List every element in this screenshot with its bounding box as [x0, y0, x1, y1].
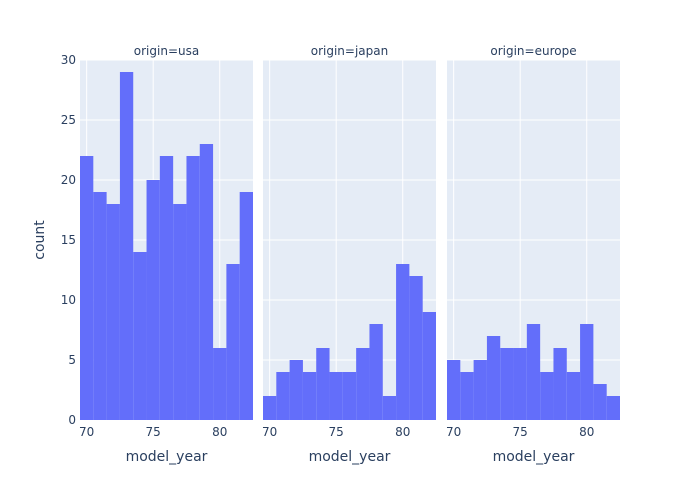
histogram-bar — [186, 156, 200, 420]
y-tick-label: 10 — [61, 293, 76, 307]
histogram-bar — [199, 144, 214, 420]
histogram-bar — [146, 180, 160, 420]
y-tick-label: 25 — [61, 113, 76, 127]
histogram-bar — [133, 252, 147, 420]
histogram-bar — [356, 348, 370, 420]
histogram-bar — [500, 348, 514, 420]
y-tick-label: 15 — [61, 233, 76, 247]
panel-title: origin=usa — [134, 44, 199, 58]
histogram-bar — [593, 384, 607, 420]
histogram-bar — [526, 324, 541, 420]
histogram-bar — [409, 276, 423, 420]
y-axis-title: count — [32, 220, 48, 260]
histogram-bar — [460, 372, 474, 420]
histogram-bar — [606, 396, 620, 420]
x-tick-label: 70 — [262, 425, 277, 439]
panel-title: origin=japan — [311, 44, 388, 58]
histogram-bar — [473, 360, 487, 420]
x-tick-label: 80 — [395, 425, 410, 439]
x-tick-label: 75 — [146, 425, 161, 439]
panel-title: origin=europe — [490, 44, 576, 58]
x-tick-label: 80 — [212, 425, 227, 439]
y-tick-label: 20 — [61, 173, 76, 187]
facet-panel: origin=usa 70 75 80 model_year 0 5 10 15 20 25 30 — [61, 44, 253, 465]
x-axis-title: model_year — [309, 449, 391, 465]
histogram-bar — [540, 372, 554, 420]
histogram-bar — [422, 312, 436, 420]
histogram-bar — [580, 324, 594, 420]
histogram-bar — [119, 72, 134, 420]
histogram-bar — [486, 336, 501, 420]
x-tick-label: 75 — [513, 425, 528, 439]
histogram-bar — [263, 396, 277, 420]
histogram-bar — [553, 348, 567, 420]
histogram-bar — [513, 348, 527, 420]
histogram-bar — [80, 156, 94, 420]
x-tick-label: 80 — [579, 425, 594, 439]
histogram-bar — [447, 360, 461, 420]
histogram-bar — [213, 348, 227, 420]
histogram-bar — [566, 372, 581, 420]
histogram-bar — [396, 264, 410, 420]
histogram-bar — [382, 396, 397, 420]
histogram-bar — [342, 372, 357, 420]
histogram-bar — [289, 360, 303, 420]
histogram-bar — [93, 192, 107, 420]
histogram-bar — [173, 204, 187, 420]
x-tick-label: 70 — [79, 425, 94, 439]
x-tick-label: 70 — [446, 425, 461, 439]
histogram-bar — [276, 372, 290, 420]
y-tick-label: 5 — [68, 353, 76, 367]
y-tick-label: 0 — [68, 413, 76, 427]
histogram-bar — [369, 324, 383, 420]
x-axis-title: model_year — [126, 449, 208, 465]
histogram-bar — [226, 264, 240, 420]
histogram-bar — [106, 204, 120, 420]
histogram-bar — [329, 372, 343, 420]
histogram-bar — [302, 372, 317, 420]
facet-panel: origin=japan 70 75 80 model_year — [262, 44, 436, 465]
x-tick-label: 75 — [329, 425, 344, 439]
histogram-bar — [239, 192, 253, 420]
histogram-bar — [159, 156, 174, 420]
x-axis-title: model_year — [493, 449, 575, 465]
facet-panel: origin=europe 70 75 80 model_year — [446, 44, 620, 465]
histogram-bar — [316, 348, 330, 420]
y-tick-label: 30 — [61, 53, 76, 67]
